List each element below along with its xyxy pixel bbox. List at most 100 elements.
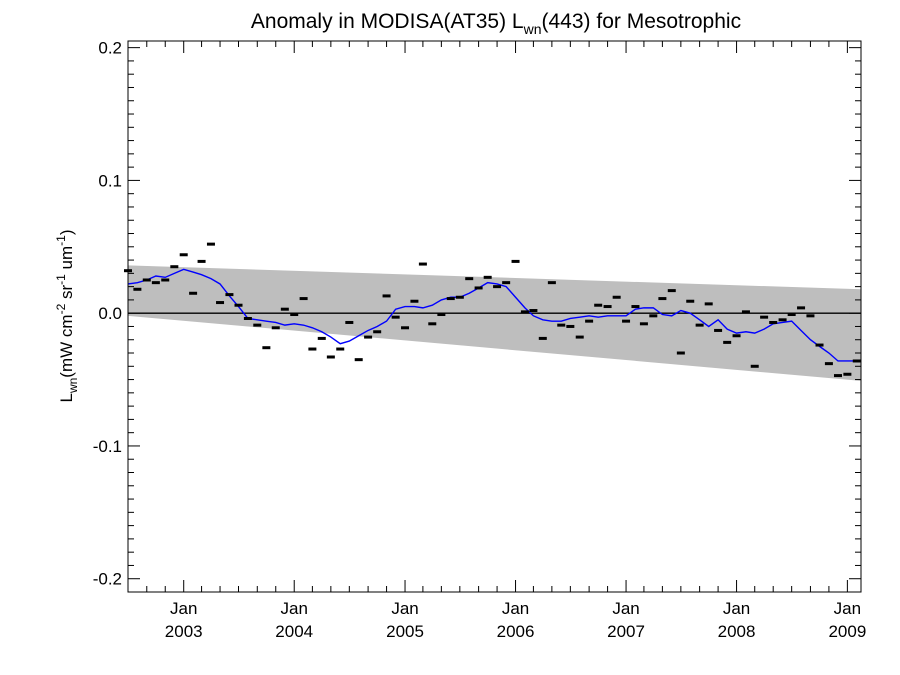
data-point — [797, 306, 806, 310]
data-point — [815, 343, 824, 347]
data-point — [243, 316, 252, 320]
data-point — [418, 262, 427, 266]
y-tick-label: 0.2 — [98, 39, 122, 58]
data-point — [676, 351, 685, 355]
data-point — [410, 299, 419, 303]
data-point — [778, 318, 787, 322]
data-point — [575, 335, 584, 339]
data-point — [474, 286, 483, 290]
data-point — [142, 278, 151, 282]
x-tick-label-month: Jan — [391, 599, 418, 618]
chart-title: Anomaly in MODISA(AT35) Lwn(443) for Mes… — [251, 10, 741, 37]
data-point — [714, 328, 723, 332]
data-point — [704, 302, 713, 306]
data-point — [520, 310, 529, 314]
x-tick-label-year: 2007 — [607, 622, 645, 641]
data-point — [631, 305, 640, 309]
x-tick-label-month: Jan — [723, 599, 750, 618]
y-axis-label-units-open: (mW cm — [57, 314, 76, 377]
data-point — [787, 313, 796, 317]
data-point — [206, 242, 215, 246]
chart-title-prefix: Anomaly in MODISA(AT35) L — [251, 10, 524, 33]
y-axis-label-sup2: -1 — [54, 274, 68, 285]
data-point — [769, 320, 778, 324]
y-axis-label-sup3: -1 — [54, 235, 68, 246]
data-point — [723, 340, 732, 344]
data-point — [658, 297, 667, 301]
y-axis-label-mid1: sr — [57, 285, 76, 304]
data-point — [308, 347, 317, 351]
x-tick-label-year: 2008 — [718, 622, 756, 641]
data-point — [299, 297, 308, 301]
data-point — [741, 310, 750, 314]
chart-title-subscript: wn — [523, 21, 542, 37]
data-point — [391, 315, 400, 319]
data-point — [806, 314, 815, 318]
y-axis-label-mid2: um — [57, 246, 76, 274]
data-point — [622, 319, 631, 323]
x-tick-labels: Jan 2003 Jan 2004 Jan 2005 Jan 2006 Jan 2007 Jan 20… — [165, 599, 866, 641]
data-point — [585, 319, 594, 323]
data-point — [437, 313, 446, 317]
data-point — [161, 278, 170, 282]
data-point — [354, 358, 363, 362]
data-point — [197, 259, 206, 263]
chart-title-suffix: (443) for Mesotrophic — [542, 10, 742, 33]
data-point — [170, 265, 179, 269]
data-point — [612, 295, 621, 299]
data-point — [852, 359, 861, 363]
data-point — [566, 324, 575, 328]
x-tick-label-year: 2004 — [275, 622, 313, 641]
x-tick-label-year: 2006 — [497, 622, 535, 641]
data-point — [493, 285, 502, 289]
x-tick-label-year: 2009 — [828, 622, 866, 641]
data-point — [382, 294, 391, 298]
data-point — [639, 322, 648, 326]
data-point — [290, 313, 299, 317]
y-axis-label-symbol-sub: wn — [66, 378, 80, 394]
data-point — [262, 346, 271, 350]
data-point — [824, 362, 833, 366]
data-point — [538, 336, 547, 340]
y-tick-label: -0.2 — [93, 570, 122, 589]
data-point — [225, 293, 234, 297]
data-point — [750, 364, 759, 368]
data-point — [345, 320, 354, 324]
data-point — [179, 253, 188, 257]
data-point — [547, 281, 556, 285]
x-tick-label-month: Jan — [612, 599, 639, 618]
x-tick-label-month: Jan — [281, 599, 308, 618]
data-point — [336, 347, 345, 351]
data-point — [649, 314, 658, 318]
x-tick-label-year: 2005 — [386, 622, 424, 641]
data-point — [189, 291, 198, 295]
y-tick-label: -0.1 — [93, 437, 122, 456]
data-point — [483, 275, 492, 279]
data-point — [455, 295, 464, 299]
axis-ticks — [127, 41, 861, 592]
data-point — [234, 303, 243, 307]
data-point — [465, 277, 474, 281]
data-point — [364, 335, 373, 339]
y-axis-label: Lwn(mW cm-2 sr-1 um-1) — [54, 230, 80, 403]
x-tick-label-month: Jan — [834, 599, 861, 618]
y-tick-label: 0.1 — [98, 171, 122, 190]
data-point — [695, 323, 704, 327]
data-point — [843, 372, 852, 376]
data-point — [253, 323, 262, 327]
data-point — [401, 326, 410, 330]
data-point — [133, 287, 142, 291]
uncertainty-band — [128, 265, 861, 381]
data-point — [732, 334, 741, 338]
x-tick-label-month: Jan — [502, 599, 529, 618]
data-point — [373, 330, 382, 334]
data-point — [557, 323, 566, 327]
x-tick-label-month: Jan — [170, 599, 197, 618]
data-point — [529, 309, 538, 313]
data-point — [216, 301, 225, 305]
monthly-anomaly-points — [124, 242, 861, 378]
data-point — [594, 303, 603, 307]
y-axis-label-symbol: L — [57, 393, 76, 402]
data-point — [667, 289, 676, 293]
